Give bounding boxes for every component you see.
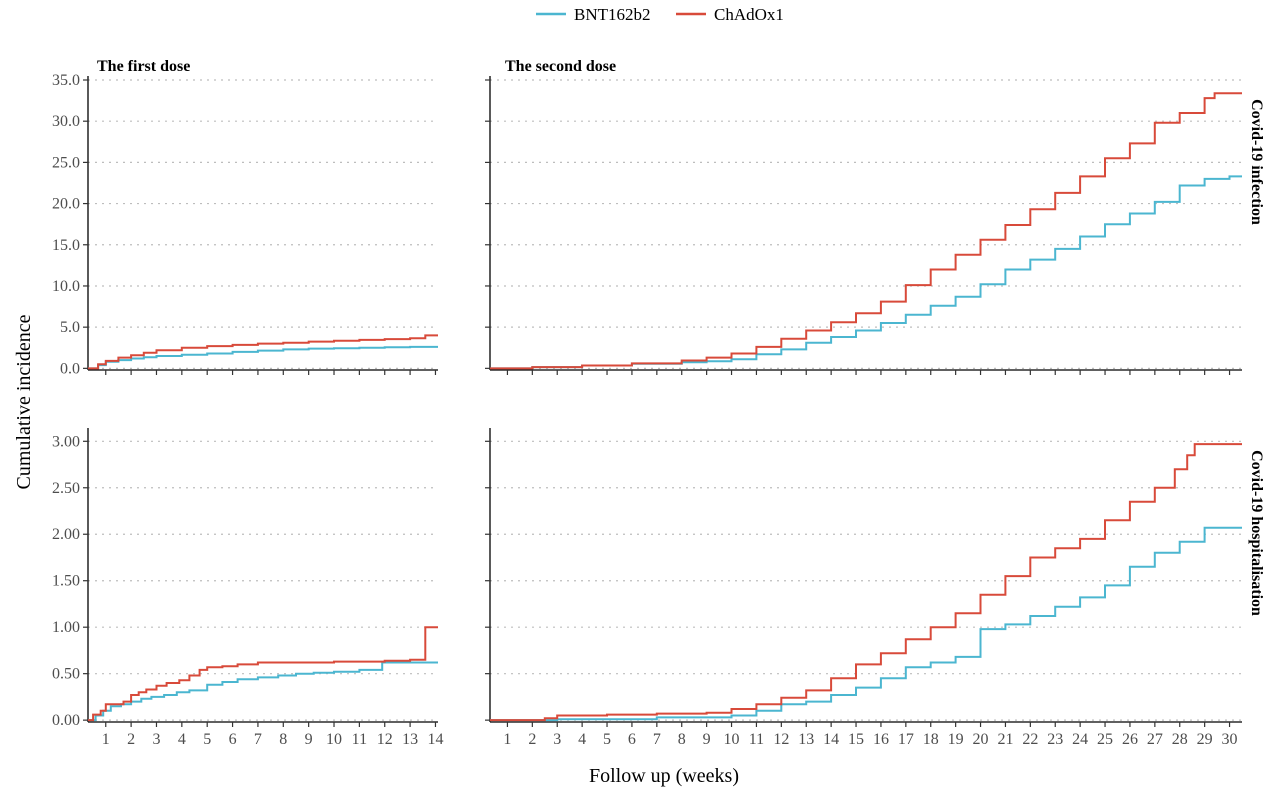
y-tick-label: 15.0 — [52, 237, 80, 254]
x-tick-label: 2 — [528, 731, 536, 748]
x-tick-label: 15 — [848, 731, 864, 748]
x-tick-label: 7 — [254, 731, 262, 748]
x-tick-label: 17 — [898, 731, 914, 748]
x-tick-label: 8 — [279, 731, 287, 748]
panel-second-dose-hospitalisation: 1 2 3 4 5 6 7 8 9 10 11 12 13 14 15 16 17 18 19 20 21 22 23 24 2… — [485, 428, 1242, 748]
y-tick-label: 0.00 — [52, 712, 80, 729]
x-tick-label: 11 — [352, 731, 367, 748]
x-tick-label: 30 — [1222, 731, 1238, 748]
x-tick-label: 4 — [178, 731, 186, 748]
row-strip-hospitalisation: Covid-19 hospitalisation — [1248, 450, 1265, 616]
y-tick-label: 5.0 — [60, 319, 80, 336]
legend-label-bnt162b2: BNT162b2 — [574, 5, 651, 24]
x-tick-label: 8 — [678, 731, 686, 748]
series-line-chadox1 — [490, 443, 1242, 722]
x-tick-label: 12 — [377, 731, 393, 748]
x-tick-label: 22 — [1022, 731, 1038, 748]
x-tick-label: 3 — [152, 731, 160, 748]
x-tick-label: 1 — [503, 731, 511, 748]
x-tick-label: 5 — [603, 731, 611, 748]
x-tick-label: 24 — [1072, 731, 1088, 748]
y-tick-label: 10.0 — [52, 278, 80, 295]
y-tick-label: 35.0 — [52, 72, 80, 89]
legend: BNT162b2 ChAdOx1 — [536, 5, 784, 24]
row-strip-infection: Covid-19 infection — [1248, 99, 1265, 225]
panel-first-dose-infection: 0.0 5.0 10.0 15.0 20.0 25.0 30.0 35.0 — [52, 72, 438, 377]
x-tick-label: 16 — [873, 731, 889, 748]
x-tick-label: 20 — [973, 731, 989, 748]
series-line-chadox1 — [88, 626, 438, 722]
series-line-chadox1 — [88, 334, 438, 370]
x-tick-label: 3 — [553, 731, 561, 748]
series-line-bnt162b2 — [88, 345, 438, 370]
x-tick-label: 21 — [997, 731, 1013, 748]
x-tick-label: 25 — [1097, 731, 1113, 748]
x-tick-label: 12 — [773, 731, 789, 748]
y-tick-label: 0.50 — [52, 666, 80, 683]
x-tick-label: 1 — [102, 731, 110, 748]
x-tick-label: 6 — [628, 731, 636, 748]
x-axis-title: Follow up (weeks) — [589, 765, 739, 787]
x-tick-label: 13 — [798, 731, 814, 748]
x-tick-label: 10 — [724, 731, 740, 748]
series-line-bnt162b2 — [490, 526, 1242, 722]
x-tick-label: 5 — [203, 731, 211, 748]
x-tick-label: 10 — [326, 731, 342, 748]
y-axis-title: Cumulative incidence — [13, 314, 35, 489]
x-tick-label: 29 — [1197, 731, 1213, 748]
x-tick-label: 6 — [229, 731, 237, 748]
x-tick-label: 23 — [1047, 731, 1063, 748]
x-tick-label: 4 — [578, 731, 586, 748]
y-tick-label: 30.0 — [52, 113, 80, 130]
panel-second-dose-infection — [485, 76, 1242, 375]
panel-first-dose-hospitalisation: 0.000.501.001.502.002.503.001 2 3 4 5 6 7 8 9 10 1… — [52, 428, 443, 748]
x-tick-label: 28 — [1172, 731, 1188, 748]
y-tick-label: 20.0 — [52, 196, 80, 213]
y-tick-label: 3.00 — [52, 433, 80, 450]
column-title-first-dose: The first dose — [97, 58, 190, 75]
column-title-second-dose: The second dose — [505, 58, 616, 75]
y-tick-label: 1.50 — [52, 573, 80, 590]
x-tick-label: 27 — [1147, 731, 1163, 748]
series-line-bnt162b2 — [490, 175, 1242, 370]
y-tick-label: 25.0 — [52, 154, 80, 171]
x-tick-label: 14 — [427, 731, 443, 748]
x-tick-label: 9 — [703, 731, 711, 748]
x-tick-label: 7 — [653, 731, 661, 748]
x-tick-label: 19 — [948, 731, 964, 748]
x-tick-label: 9 — [305, 731, 313, 748]
x-tick-label: 18 — [923, 731, 939, 748]
y-tick-label: 0.0 — [60, 360, 80, 377]
y-tick-label: 1.00 — [52, 619, 80, 636]
x-tick-label: 26 — [1122, 731, 1138, 748]
series-line-bnt162b2 — [88, 661, 438, 722]
panels: 0.0 5.0 10.0 15.0 20.0 25.0 30.0 35.0 0.00 0.50 1.… — [52, 72, 1242, 748]
legend-label-chadox1: ChAdOx1 — [714, 5, 784, 24]
x-tick-label: 14 — [823, 731, 839, 748]
x-tick-label: 13 — [402, 731, 418, 748]
series-line-chadox1 — [490, 92, 1242, 370]
y-tick-label: 2.00 — [52, 526, 80, 543]
y-tick-label: 2.50 — [52, 480, 80, 497]
x-tick-label: 2 — [127, 731, 135, 748]
x-tick-label: 11 — [749, 731, 764, 748]
